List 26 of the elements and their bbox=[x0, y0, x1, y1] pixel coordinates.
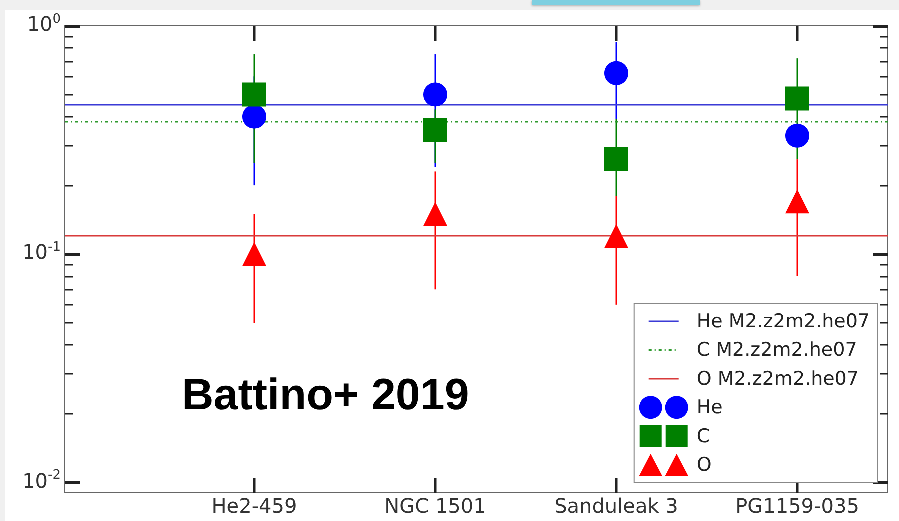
legend-label: C bbox=[696, 425, 710, 448]
y-tick-label: 10$^{0}$ bbox=[27, 12, 61, 38]
point bbox=[424, 82, 448, 107]
x-tick-label: Sanduleak 3 bbox=[554, 494, 678, 518]
x-tick-label: He2-459 bbox=[212, 494, 298, 518]
legend-label: He M2.z2m2.he07 bbox=[696, 310, 870, 332]
point bbox=[604, 148, 628, 172]
point bbox=[424, 118, 448, 142]
legend-label: O bbox=[696, 454, 712, 476]
point bbox=[424, 202, 448, 226]
point bbox=[786, 190, 810, 214]
point bbox=[786, 124, 810, 148]
point bbox=[604, 61, 628, 86]
point bbox=[242, 104, 266, 129]
y-tick-label: 10$^{-2}$ bbox=[22, 468, 61, 495]
point bbox=[786, 86, 810, 111]
legend-label: He bbox=[696, 396, 723, 419]
x-tick-label: NGC 1501 bbox=[384, 494, 486, 518]
legend-label: O M2.z2m2.he07 bbox=[696, 368, 859, 390]
point bbox=[604, 224, 628, 248]
x-tick-label: PG1159-035 bbox=[736, 494, 860, 518]
y-tick-label: 10$^{-1}$ bbox=[22, 240, 61, 266]
point bbox=[242, 242, 266, 266]
annotation: Battino+ 2019 bbox=[182, 370, 470, 420]
point bbox=[242, 82, 266, 107]
legend-label: C M2.z2m2.he07 bbox=[696, 339, 858, 362]
